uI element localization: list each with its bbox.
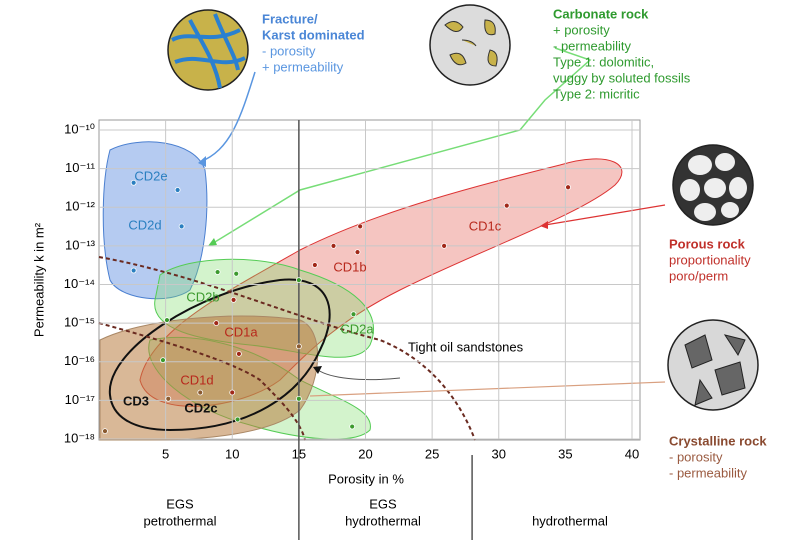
data-point bbox=[175, 187, 180, 192]
rock-property: - porosity bbox=[262, 43, 316, 58]
region-label: CD3 bbox=[123, 393, 149, 408]
data-point bbox=[235, 417, 240, 422]
region-label: CD1d bbox=[180, 372, 213, 387]
rock-property: proportionality bbox=[669, 252, 751, 267]
region-label: CD2a bbox=[340, 321, 374, 336]
data-point bbox=[230, 390, 235, 395]
y-tick-label: 10⁻¹³ bbox=[65, 237, 96, 252]
region-label: CD2c bbox=[184, 400, 217, 415]
zone-label: petrothermal bbox=[144, 513, 217, 528]
data-point bbox=[358, 224, 363, 229]
data-point bbox=[131, 268, 136, 273]
x-tick-label: 20 bbox=[358, 446, 372, 461]
rock-property: poro/perm bbox=[669, 268, 728, 283]
arrow bbox=[318, 370, 400, 380]
icon-carbonate bbox=[430, 5, 510, 85]
data-point bbox=[312, 262, 317, 267]
y-tick-label: 10⁻¹⁰ bbox=[64, 121, 95, 136]
region-label: CD1b bbox=[333, 259, 366, 274]
data-point bbox=[296, 396, 301, 401]
data-point bbox=[566, 185, 571, 190]
y-tick-label: 10⁻¹¹ bbox=[65, 160, 96, 175]
data-point bbox=[350, 424, 355, 429]
data-point bbox=[179, 224, 184, 229]
region-label: CD2d bbox=[128, 217, 161, 232]
data-point bbox=[296, 344, 301, 349]
data-point bbox=[198, 390, 203, 395]
rock-title: Carbonate rock bbox=[553, 6, 649, 21]
x-tick-label: 10 bbox=[225, 446, 239, 461]
data-point bbox=[166, 396, 171, 401]
x-tick-label: 25 bbox=[425, 446, 439, 461]
rock-property: Type 2: micritic bbox=[553, 86, 640, 101]
zone-label: hydrothermal bbox=[532, 513, 608, 528]
rock-property: Type 1: dolomitic, bbox=[553, 54, 654, 69]
data-point bbox=[160, 358, 165, 363]
data-point bbox=[351, 312, 356, 317]
data-point bbox=[331, 243, 336, 248]
arrow-head bbox=[208, 238, 217, 246]
data-point bbox=[504, 203, 509, 208]
rock-title: Karst dominated bbox=[262, 27, 365, 42]
annotation: Tight oil sandstones bbox=[408, 339, 524, 354]
zone-label: EGS bbox=[369, 496, 397, 511]
x-tick-label: 5 bbox=[162, 446, 169, 461]
region-label: CD1c bbox=[469, 218, 502, 233]
icon-crystalline bbox=[668, 320, 758, 410]
rock-title: Porous rock bbox=[669, 236, 746, 251]
rock-property: + permeability bbox=[262, 59, 344, 74]
data-point bbox=[215, 270, 220, 275]
y-tick-label: 10⁻¹⁸ bbox=[64, 430, 95, 445]
x-tick-label: 40 bbox=[625, 446, 639, 461]
y-axis-label: Permeability k in m² bbox=[31, 222, 46, 337]
data-point bbox=[236, 351, 241, 356]
y-tick-label: 10⁻¹⁶ bbox=[64, 353, 95, 368]
region-label: CD1a bbox=[224, 324, 258, 339]
rock-property: - porosity bbox=[669, 449, 723, 464]
y-tick-label: 10⁻¹⁵ bbox=[64, 315, 95, 330]
rock-title: Fracture/ bbox=[262, 11, 318, 26]
data-point bbox=[231, 297, 236, 302]
y-tick-label: 10⁻¹² bbox=[65, 199, 96, 214]
rock-property: vuggy by soluted fossils bbox=[553, 70, 691, 85]
data-point bbox=[102, 429, 107, 434]
zone-label: hydrothermal bbox=[345, 513, 421, 528]
region-label: CD2e bbox=[134, 168, 167, 183]
x-tick-label: 30 bbox=[492, 446, 506, 461]
x-axis-label: Porosity in % bbox=[328, 471, 404, 486]
data-point bbox=[442, 243, 447, 248]
data-point bbox=[164, 318, 169, 323]
region-label: CD2b bbox=[186, 289, 219, 304]
rock-property: + porosity bbox=[553, 22, 610, 37]
y-tick-label: 10⁻¹⁷ bbox=[65, 392, 96, 407]
data-point bbox=[296, 278, 301, 283]
chart: Permeability k in m² Porosity in % Tight… bbox=[0, 0, 788, 547]
arrow bbox=[310, 382, 665, 396]
rock-property: - permeability bbox=[669, 465, 748, 480]
y-tick-label: 10⁻¹⁴ bbox=[64, 276, 95, 291]
data-point bbox=[234, 271, 239, 276]
rock-property: - permeability bbox=[553, 38, 632, 53]
x-tick-label: 35 bbox=[558, 446, 572, 461]
data-point bbox=[214, 321, 219, 326]
data-point bbox=[355, 250, 360, 255]
zone-label: EGS bbox=[166, 496, 194, 511]
rock-title: Crystalline rock bbox=[669, 433, 767, 448]
